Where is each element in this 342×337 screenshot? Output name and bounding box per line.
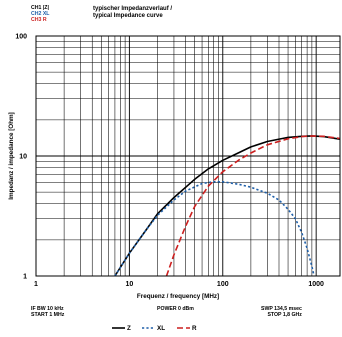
chart-ticks: 1 10 100 1000 1 10 100 <box>15 34 324 289</box>
x-axis-label: Frequenz / frequency [MHz] <box>137 293 219 300</box>
chart-title-line2: typical Impedance curve <box>93 12 163 19</box>
channel-label-xl: CH2 XL <box>31 10 50 17</box>
channel-list: CH1 |Z| CH2 XL CH3 R <box>31 5 50 24</box>
stop-label: STOP 1,8 GHz <box>267 311 302 318</box>
chart-grid <box>36 36 340 276</box>
y-tick-label: 1 <box>23 274 27 281</box>
legend-label-xl: XL <box>157 325 165 332</box>
if-bw-label: IF BW 10 kHz <box>31 306 64 312</box>
legend-label-r: R <box>192 325 197 332</box>
chart-curves <box>114 135 341 277</box>
series-line-z <box>114 135 341 277</box>
series-line-r <box>165 135 341 277</box>
channel-label-z: CH1 |Z| <box>31 5 49 11</box>
y-tick-label: 10 <box>19 154 27 161</box>
x-tick-label: 100 <box>217 281 229 288</box>
plot-frame <box>35 35 341 277</box>
legend-label-z: Z <box>127 325 131 332</box>
footer-center: POWER 0 dBm <box>157 306 194 313</box>
power-label: POWER 0 dBm <box>157 306 194 312</box>
start-label: START 1 MHz <box>31 311 65 318</box>
x-tick-label: 1 <box>34 281 38 288</box>
series-line-xl <box>114 181 315 277</box>
footer-right: SWP 134,5 msec STOP 1,8 GHz <box>261 306 302 319</box>
channel-label-r: CH3 R <box>31 16 47 23</box>
y-axis-label: Impedanz / impedance [Ohm] <box>8 112 15 199</box>
y-tick-label: 100 <box>15 34 27 41</box>
footer-left: IF BW 10 kHz START 1 MHz <box>31 306 65 319</box>
chart-title: typischer Impedanzverlauf / typical Impe… <box>93 6 172 20</box>
sweep-label: SWP 134,5 msec <box>261 306 302 312</box>
chart-legend: Z XL R <box>112 325 197 332</box>
x-tick-label: 10 <box>125 281 133 288</box>
chart-title-line1: typischer Impedanzverlauf / <box>93 6 173 12</box>
x-tick-label: 1000 <box>308 281 324 288</box>
